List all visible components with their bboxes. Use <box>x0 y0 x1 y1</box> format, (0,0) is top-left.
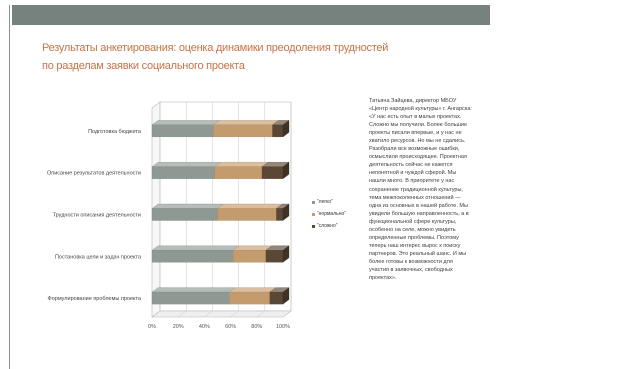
bar-end-face <box>282 120 290 138</box>
quote-text: Татьяна Зайцева, директор МБОУ «Центр на… <box>369 98 472 282</box>
chart-floor <box>151 310 292 318</box>
bar-segment <box>151 291 230 305</box>
bar-segment-top <box>151 287 236 293</box>
bar-segment-top <box>213 120 279 126</box>
category-label: Постановка цели и задач проекта <box>55 254 142 260</box>
legend-item: “сложно” <box>312 220 346 232</box>
bar-end-face <box>282 203 290 221</box>
x-tick-label: 40% <box>199 324 210 330</box>
bar-segment <box>151 124 214 138</box>
floor-gridline <box>151 310 161 318</box>
bar-segment <box>265 250 284 263</box>
legend-swatch <box>312 212 315 216</box>
bar-segment-top <box>151 120 221 126</box>
bar-segment <box>217 208 277 221</box>
slide-header-bar <box>12 5 490 25</box>
bar-segment-top <box>214 162 269 167</box>
slide-left-edge <box>9 5 10 369</box>
bar-segment-top <box>228 287 277 293</box>
legend-label: “нормально” <box>317 211 346 217</box>
x-tick-label: 0% <box>148 324 156 330</box>
floor-gridline <box>282 310 292 318</box>
bar-segment-top <box>151 245 240 251</box>
bar-segment <box>213 124 273 138</box>
bar-segment <box>229 291 271 305</box>
category-label: Формулирование проблемы проекта <box>48 296 142 302</box>
legend-swatch <box>312 200 315 204</box>
bar-segment <box>261 166 284 179</box>
floor-gridline <box>230 310 239 318</box>
bar-segment-top <box>232 245 273 251</box>
bar-end-face <box>282 245 290 263</box>
bar-segment <box>233 250 267 263</box>
bar-segment <box>151 208 218 221</box>
x-tick-label: 80% <box>251 324 262 330</box>
x-tick-label: 60% <box>225 324 236 330</box>
category-label: Описание результатов деятельности <box>47 171 141 177</box>
legend-swatch <box>312 224 315 228</box>
floor-gridline <box>204 310 213 318</box>
bar-segment <box>269 291 284 305</box>
legend-label: “легко” <box>317 199 333 205</box>
floor-gridline <box>256 310 265 318</box>
category-label: Трудности описания деятельности <box>53 213 141 219</box>
bar-segment-top <box>151 203 224 209</box>
category-label: Подготовка бюджета <box>88 129 142 135</box>
bar-segment <box>272 124 284 138</box>
bar-end-face <box>282 161 290 179</box>
slide-title-line-2: по разделам заявки социального проекта <box>42 60 245 72</box>
bar-segment <box>151 166 216 179</box>
legend-label: “сложно” <box>317 223 338 229</box>
slide-title-line-1: Результаты анкетирования: оценка динамик… <box>42 42 389 54</box>
x-tick-label: 100% <box>276 324 290 330</box>
floor-gridline <box>178 310 187 318</box>
bar-segment-top <box>217 203 283 209</box>
x-tick-label: 20% <box>173 324 184 330</box>
bar-segment <box>214 166 263 179</box>
chart-legend: “легко” “нормально” “сложно” <box>312 196 346 232</box>
bar-segment-top <box>151 162 222 167</box>
bar-segment <box>151 250 234 263</box>
bar-segment <box>276 208 284 221</box>
bar-end-face <box>282 287 290 305</box>
legend-item: “нормально” <box>312 208 346 220</box>
legend-item: “легко” <box>312 196 346 208</box>
